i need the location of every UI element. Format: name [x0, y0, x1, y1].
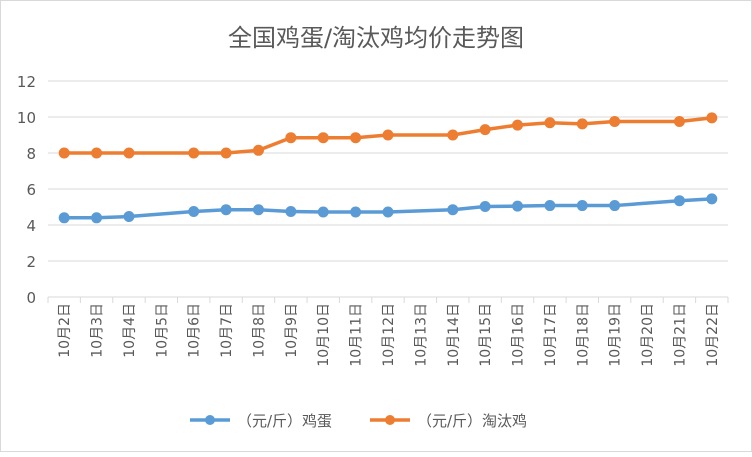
- data-point: [544, 117, 556, 129]
- x-tick-label: 10月6日: [187, 303, 203, 358]
- x-tick-label: 10月12日: [381, 303, 397, 367]
- data-point: [447, 204, 459, 216]
- series: [58, 112, 718, 224]
- y-tick-label: 6: [26, 181, 36, 199]
- data-point: [58, 147, 70, 159]
- x-tick-label: 10月13日: [413, 303, 429, 367]
- legend-marker: [205, 415, 215, 425]
- legend-item: （元/斤）鸡蛋: [190, 412, 332, 430]
- axes: 0 2 4 6 8 10 12 10月2日 10月3日 10月4日 10月5日 10月6日 10月7日 1…: [17, 73, 729, 367]
- series-1: [58, 112, 718, 159]
- data-point: [706, 112, 718, 124]
- data-point: [252, 204, 264, 216]
- data-point: [123, 211, 135, 223]
- data-point: [544, 200, 556, 212]
- data-point: [512, 200, 524, 212]
- data-point: [317, 206, 329, 218]
- x-tick-label: 10月10日: [316, 303, 332, 367]
- y-tick-label: 4: [26, 217, 36, 235]
- x-tick-label: 10月15日: [478, 303, 494, 367]
- legend-item: （元/斤）淘汰鸡: [370, 412, 527, 430]
- data-point: [350, 206, 362, 218]
- data-point: [350, 132, 362, 144]
- data-point: [447, 129, 459, 141]
- data-point: [58, 212, 70, 224]
- x-tick-label: 10月7日: [219, 303, 235, 358]
- data-point: [479, 124, 491, 136]
- x-tick-label: 10月21日: [672, 303, 688, 367]
- legend-label: （元/斤）淘汰鸡: [417, 412, 527, 430]
- x-tick-label: 10月4日: [122, 303, 138, 358]
- data-point: [382, 206, 394, 218]
- data-point: [91, 212, 103, 224]
- series-0: [58, 193, 718, 224]
- data-point: [252, 144, 264, 156]
- data-point: [317, 132, 329, 144]
- chart-title: 全国鸡蛋/淘汰鸡均价走势图: [228, 24, 524, 52]
- data-point: [576, 200, 588, 212]
- x-tick-label: 10月19日: [608, 303, 624, 367]
- data-point: [220, 204, 232, 216]
- data-point: [382, 129, 394, 141]
- data-point: [91, 147, 103, 159]
- legend: （元/斤）鸡蛋 （元/斤）淘汰鸡: [190, 412, 527, 430]
- legend-marker: [385, 415, 395, 425]
- x-tick-label: 10月17日: [543, 303, 559, 367]
- x-tick-label: 10月22日: [705, 303, 721, 367]
- data-point: [123, 147, 135, 159]
- data-point: [576, 118, 588, 130]
- data-point: [188, 206, 200, 217]
- data-point: [673, 116, 685, 127]
- data-point: [673, 195, 685, 207]
- y-tick-label: 2: [26, 253, 36, 271]
- data-point: [609, 116, 621, 127]
- x-tick-label: 10月3日: [90, 303, 106, 358]
- x-tick-label: 10月16日: [511, 303, 527, 367]
- data-point: [285, 206, 297, 217]
- x-tick-label: 10月18日: [575, 303, 591, 367]
- data-point: [479, 200, 491, 212]
- x-tick-label: 10月9日: [284, 303, 300, 358]
- legend-label: （元/斤）鸡蛋: [237, 412, 332, 430]
- x-tick-label: 10月11日: [349, 303, 365, 367]
- y-tick-label: 8: [26, 145, 36, 163]
- x-tick-label: 10月8日: [251, 303, 267, 358]
- data-point: [609, 200, 621, 212]
- x-tick-label: 10月20日: [640, 303, 656, 367]
- data-point: [512, 119, 524, 131]
- data-point: [285, 132, 297, 144]
- x-tick-label: 10月5日: [154, 303, 170, 358]
- data-point: [220, 147, 232, 159]
- y-tick-label: 0: [26, 289, 36, 307]
- x-tick-label: 10月14日: [446, 303, 462, 367]
- x-tick-label: 10月2日: [57, 303, 73, 358]
- y-tick-label: 10: [17, 109, 36, 127]
- data-point: [706, 193, 718, 205]
- data-point: [188, 147, 200, 159]
- y-tick-label: 12: [17, 73, 36, 91]
